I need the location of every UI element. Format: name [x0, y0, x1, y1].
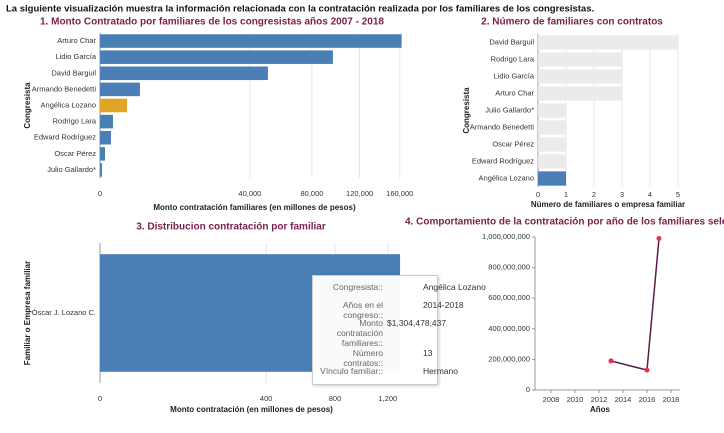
- x-tick-label: 160,000: [386, 189, 413, 198]
- y-tick-label: Angélica Lozano: [41, 100, 96, 109]
- y-tick-label: 0: [526, 385, 530, 394]
- y-tick-label: Rodrigo Lara: [53, 117, 97, 126]
- y-tick-label: Edward Rodríguez: [472, 156, 534, 165]
- chart-title: 3. Distribucion contratación por familia…: [136, 222, 326, 233]
- y-tick-label: Oscar Pérez: [54, 149, 96, 158]
- x-tick-label: 2018: [663, 395, 680, 404]
- x-tick-label: 0: [98, 394, 102, 403]
- x-tick-label: 1,200: [378, 394, 397, 403]
- y-tick-label: Armando Benedetti: [470, 122, 535, 131]
- chart-title: 4. Comportamiento de la contratación por…: [405, 217, 724, 228]
- y-tick-label: David Barguil: [51, 68, 96, 77]
- bar: [538, 35, 678, 50]
- y-tick-label: 200,000,000: [488, 354, 530, 363]
- y-tick-label: Arturo Char: [495, 88, 534, 97]
- bar: [100, 163, 102, 177]
- tooltip-value: $1,304,478,437: [387, 318, 447, 328]
- x-tick-label: 2016: [639, 395, 656, 404]
- bar: [538, 103, 566, 118]
- bar: [538, 52, 622, 67]
- y-tick-label: 400,000,000: [488, 324, 530, 333]
- bar: [100, 66, 268, 81]
- tooltip-value: 2014-2018: [423, 300, 464, 310]
- x-tick-label: 400: [260, 394, 273, 403]
- y-tick-label: Julio Gallardo*: [485, 105, 534, 114]
- tooltip: Congresista:: Angélica Lozano Años en el …: [312, 275, 486, 385]
- y-tick-label: 800,000,000: [488, 263, 530, 272]
- y-tick-label: 1,000,000,000: [482, 232, 530, 241]
- point: [608, 358, 614, 364]
- bar: [538, 120, 566, 135]
- bar: [538, 171, 566, 186]
- x-tick-label: 2010: [567, 395, 584, 404]
- bar: [538, 86, 622, 101]
- x-tick-label: 0: [536, 190, 540, 199]
- x-axis-label: Número de familiares o empresa familiar: [531, 200, 685, 209]
- x-tick-label: 80,000: [300, 189, 323, 198]
- tooltip-label: Años en el congreso::: [342, 300, 383, 320]
- y-tick-label: Angélica Lozano: [479, 173, 534, 182]
- y-tick-label: Julio Gallardo*: [47, 165, 96, 174]
- chart-title: 1. Monto Contratado por familiares de lo…: [40, 17, 384, 28]
- bar: [100, 50, 333, 64]
- point: [644, 367, 650, 373]
- bar: [538, 69, 622, 84]
- x-tick-label: 120,000: [346, 189, 373, 198]
- bar: [100, 130, 111, 145]
- x-axis-label: Años: [590, 405, 611, 414]
- y-tick-label: Rodrigo Lara: [491, 54, 535, 63]
- y-tick-label: Arturo Char: [57, 36, 96, 45]
- chart-title: 2. Número de familiares con contratos: [481, 17, 663, 28]
- x-tick-label: 2008: [543, 395, 560, 404]
- x-tick-label: 2: [592, 190, 596, 199]
- point: [656, 236, 662, 242]
- y-axis-label: Congresista: [462, 87, 471, 134]
- bar: [538, 154, 566, 169]
- bar: [100, 82, 140, 97]
- x-tick-label: 5: [676, 190, 680, 199]
- x-tick-label: 1: [564, 190, 568, 199]
- x-tick-label: 800: [329, 394, 342, 403]
- header: La siguiente visualización muestra la in…: [6, 4, 594, 15]
- tooltip-label: Monto contratación familiares::: [336, 318, 383, 348]
- y-tick-label: Oscar Pérez: [492, 139, 534, 148]
- bar: [100, 147, 106, 161]
- tooltip-value: Angélica Lozano: [423, 282, 486, 292]
- bar: [100, 114, 113, 129]
- x-axis-label: Monto contratación familiares (en millon…: [153, 203, 356, 212]
- x-tick-label: 2014: [615, 395, 632, 404]
- y-tick-label: Lidio García: [56, 52, 97, 61]
- x-tick-label: 40,000: [238, 189, 261, 198]
- y-axis-label: Congresista: [23, 82, 32, 129]
- bar: [100, 34, 402, 48]
- x-tick-label: 4: [648, 190, 652, 199]
- tooltip-label: Vínculo familiar::: [320, 366, 383, 376]
- tooltip-value: 13: [423, 348, 433, 358]
- y-axis-label: Familiar o Empresa familiar: [23, 261, 32, 366]
- x-tick-label: 0: [98, 189, 102, 198]
- y-tick-label: Lidio García: [494, 71, 535, 80]
- bar: [100, 98, 128, 113]
- y-tick-label: Edward Rodríguez: [34, 133, 96, 142]
- y-tick-label: 600,000,000: [488, 293, 530, 302]
- x-tick-label: 2012: [591, 395, 608, 404]
- y-tick-label: Óscar J. Lozano C.: [32, 308, 96, 317]
- x-axis-label: Monto contratación (en millones de pesos…: [170, 405, 333, 414]
- tooltip-value: Hermano: [423, 366, 458, 376]
- line: [610, 238, 660, 372]
- tooltip-label: Número contratos::: [343, 348, 383, 368]
- tooltip-label: Congresista::: [332, 282, 383, 292]
- y-tick-label: David Barguil: [489, 37, 534, 46]
- y-tick-label: Armando Benedetti: [32, 84, 97, 93]
- bar: [538, 137, 566, 152]
- x-tick-label: 3: [620, 190, 624, 199]
